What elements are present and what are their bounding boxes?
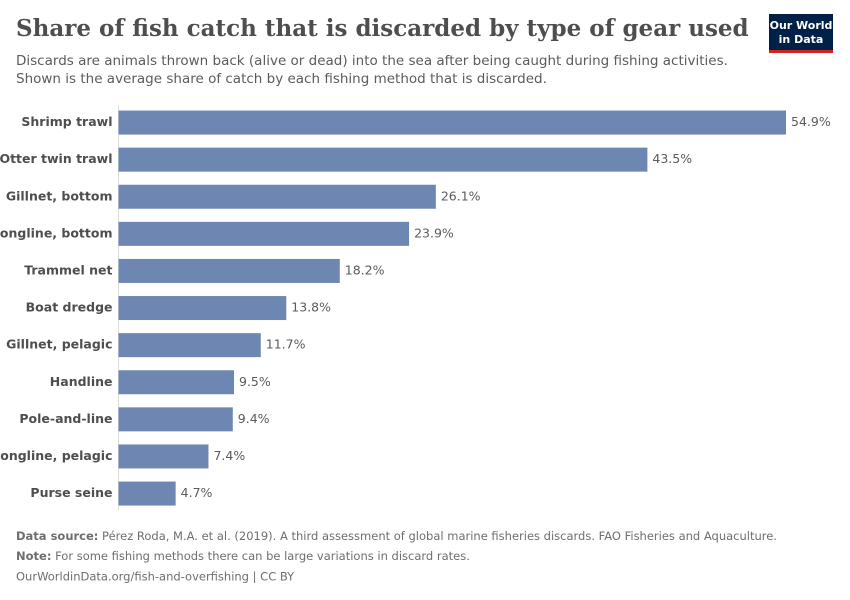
value-label: 4.7% (181, 485, 213, 500)
value-label: 13.8% (291, 300, 331, 315)
chart-title: Share of fish catch that is discarded by… (16, 15, 749, 42)
value-label: 18.2% (345, 262, 385, 277)
footer-source: Data source: Pérez Roda, M.A. et al. (20… (16, 529, 777, 543)
value-label: 9.4% (238, 411, 270, 426)
category-label: Gillnet, bottom (6, 188, 113, 203)
source-label: Data source: (16, 529, 98, 543)
category-label: Longline, bottom (0, 225, 113, 240)
bar (118, 258, 340, 283)
logo[interactable]: Our World in Data (769, 14, 833, 53)
category-label: Pole-and-line (19, 411, 112, 426)
subtitle: Discards are animals thrown back (alive … (16, 53, 728, 69)
footer-note: Note: For some fishing methods there can… (16, 549, 470, 563)
category-label: Handline (50, 374, 113, 389)
value-label: 11.7% (266, 337, 306, 352)
logo-underline (769, 50, 833, 53)
subtitle: Shown is the average share of catch by e… (16, 71, 547, 87)
source-text: Pérez Roda, M.A. et al. (2019). A third … (102, 529, 777, 543)
bar (118, 407, 233, 432)
bar (118, 221, 410, 246)
category-label: Gillnet, pelagic (6, 337, 112, 352)
value-label: 54.9% (791, 114, 831, 129)
value-label: 23.9% (414, 225, 454, 240)
bar (118, 147, 648, 172)
note-text: For some fishing methods there can be la… (55, 549, 470, 563)
logo-text[interactable]: in Data (779, 33, 824, 46)
footer-url[interactable]: OurWorldinData.org/fish-and-overfishing … (16, 570, 295, 584)
value-label: 26.1% (441, 188, 481, 203)
category-label: Otter twin trawl (0, 151, 113, 166)
category-label: Boat dredge (26, 300, 113, 315)
logo-box[interactable] (769, 14, 833, 50)
value-label: 7.4% (213, 448, 245, 463)
note-label: Note: (16, 549, 51, 563)
value-label: 43.5% (652, 151, 692, 166)
category-label: Purse seine (30, 485, 112, 500)
bar (118, 333, 261, 358)
category-label: Trammel net (24, 262, 112, 277)
bar (118, 110, 786, 135)
category-label: Longline, pelagic (0, 448, 113, 463)
bar (118, 184, 436, 209)
value-label: 9.5% (239, 374, 271, 389)
bar (118, 444, 209, 469)
bar (118, 296, 287, 321)
bar (118, 370, 235, 395)
category-label: Shrimp trawl (21, 114, 112, 129)
bar (118, 481, 176, 506)
logo-text[interactable]: Our World (770, 19, 833, 32)
